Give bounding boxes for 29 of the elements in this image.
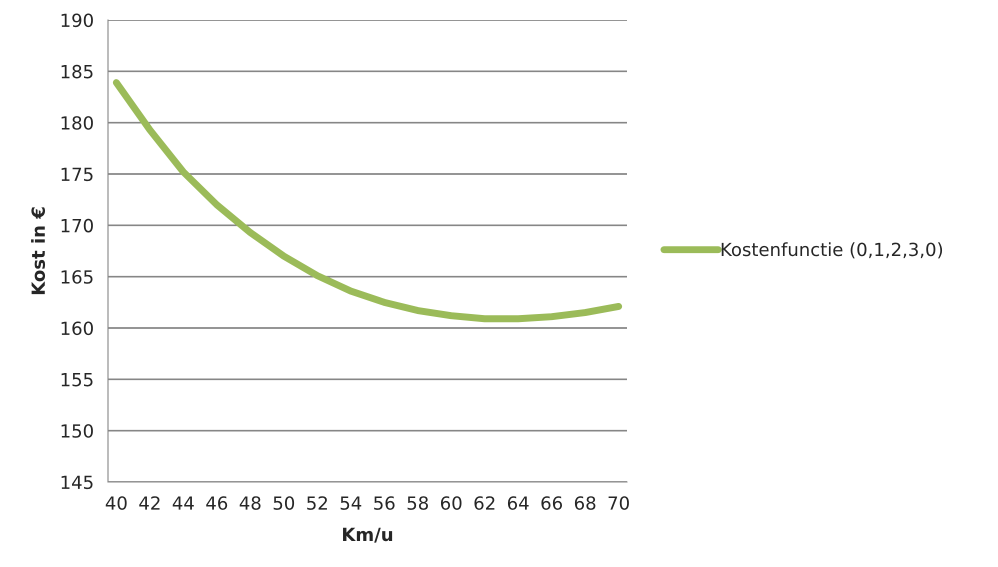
x-tick-label: 50 [274,496,294,510]
x-tick-label: 42 [139,496,160,510]
x-tick-label: 70 [608,496,629,510]
y-tick-label: 160 [62,321,93,336]
y-tick-label: 145 [62,476,93,490]
x-tick-label: 48 [240,496,261,510]
x-tick-label: 64 [508,496,529,510]
x-tick-label: 46 [206,496,228,510]
y-axis-title: Kost in € [31,207,46,294]
y-tick-label: 185 [62,64,93,78]
x-tick-label: 66 [541,496,562,510]
y-tick-label: 170 [62,218,93,232]
x-tick-label: 58 [408,496,428,510]
y-tick-label: 180 [62,116,93,130]
legend-label: Kostenfunctie (0,1,2,3,0) [722,242,942,258]
x-tick-label: 40 [106,496,127,510]
x-tick-label: 52 [307,496,327,510]
y-tick-label: 165 [62,270,93,284]
x-tick-label: 54 [340,496,362,510]
y-tick-label: 175 [62,168,93,182]
y-tick-label: 190 [62,13,93,28]
x-tick-label: 68 [574,496,596,510]
x-tick-label: 56 [374,496,395,510]
x-tick-label: 44 [172,496,194,510]
y-tick-label: 155 [62,373,93,386]
y-tick-label: 150 [62,424,93,438]
x-axis-title: Km/u [343,528,392,543]
x-tick-label: 60 [440,496,462,510]
x-tick-label: 62 [474,496,494,510]
